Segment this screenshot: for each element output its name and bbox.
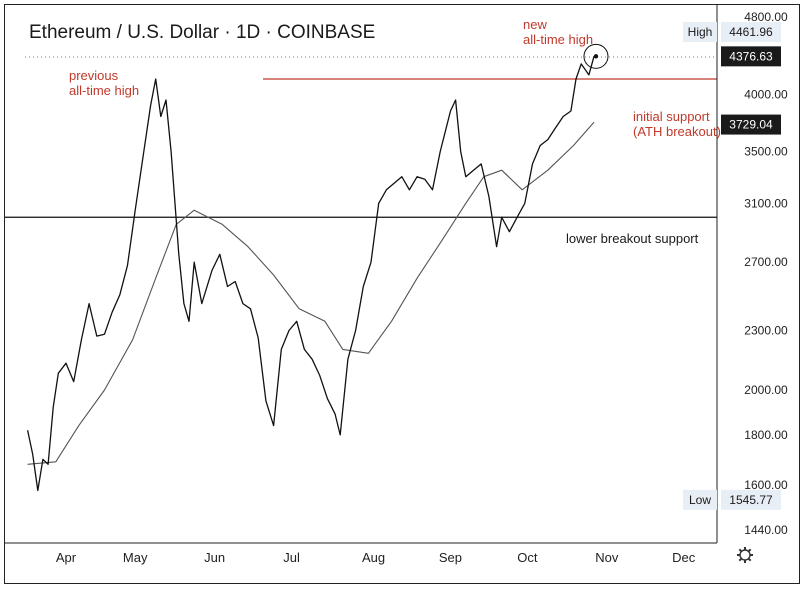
x-tick-label: May [123,550,148,565]
initial-support-annotation: initial support (ATH breakout) [633,109,721,139]
gear-icon-tooth [747,548,752,553]
price-label-name: Low [689,493,711,507]
x-tick-label: Aug [362,550,385,565]
gear-icon[interactable] [737,547,753,563]
time-axis: Apr May Jun Jul Aug Sep Oct Nov Dec [5,542,717,565]
new-ath-point [593,54,599,59]
price-tag-value: 4376.63 [729,49,773,63]
gear-icon-tooth [747,557,752,562]
price-label-box [683,489,717,510]
gear-icon-body [739,549,751,561]
gear-icon-tooth [738,557,743,562]
price-axis: 4800.00 4000.00 3500.00 3100.00 2700.00 2300.… [683,5,788,543]
moving-average-layer [27,121,595,465]
price-tag-value: 3729.04 [729,118,773,132]
y-tick-label: 3500.00 [744,145,788,159]
y-tick-label: 4800.00 [744,10,788,24]
price-line [26,56,595,492]
new-ath-annotation: new all-time high [523,17,593,47]
price-tag-box [721,114,781,135]
x-tick-label: Dec [672,550,696,565]
y-tick-label: 1800.00 [744,428,788,442]
x-tick-label: Apr [56,550,77,565]
x-tick-label: Jul [283,550,300,565]
y-tick-label: 2300.00 [744,323,788,337]
price-tag-box [721,46,781,67]
moving-average-line [27,121,595,465]
x-tick-label: Nov [595,550,619,565]
lower-breakout-support-annotation: lower breakout support [566,231,699,246]
level-lines [5,56,717,218]
y-tick-label: 1440.00 [744,523,788,537]
chart-frame: Ethereum / U.S. Dollar · 1D · COINBASE p… [4,4,800,584]
y-tick-label: 1600.00 [744,478,788,492]
gear-icon-tooth [738,548,743,553]
price-label-box [683,22,717,42]
price-chart: Ethereum / U.S. Dollar · 1D · COINBASE p… [5,5,788,565]
y-tick-label: 2700.00 [744,255,788,269]
new-ath-circle [583,43,609,69]
x-tick-label: Oct [517,550,538,565]
price-label-value: 4461.96 [729,25,773,39]
annotations-layer: previous all-time high new all-time high ini… [69,17,721,246]
y-tick-label: 3100.00 [744,196,788,210]
price-label-value-box [721,22,781,42]
price-label-name: High [688,25,713,39]
x-tick-label: Jun [204,550,225,565]
price-label-value-box [721,489,781,510]
previous-ath-annotation: previous all-time high [69,68,139,98]
price-label-value: 1545.77 [729,493,773,507]
y-tick-label: 2000.00 [744,383,788,397]
price-layer [26,56,595,492]
x-tick-label: Sep [439,550,462,565]
chart-title: Ethereum / U.S. Dollar · 1D · COINBASE [29,22,375,43]
y-tick-label: 4000.00 [744,88,788,102]
